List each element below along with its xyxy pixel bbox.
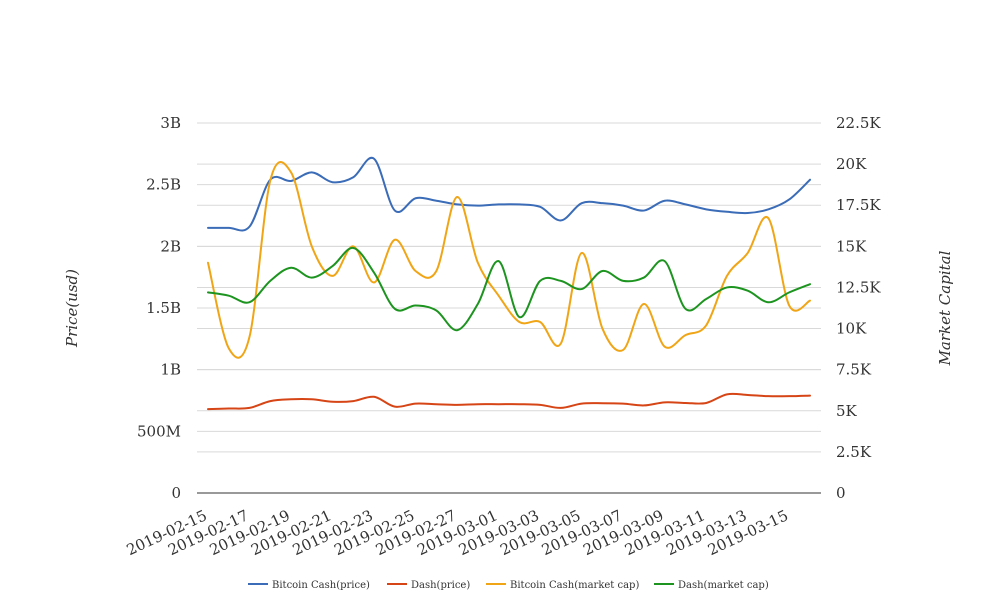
left-tick-label: 1B <box>160 361 181 379</box>
left-tick-label: 1.5B <box>146 299 181 317</box>
right-tick-label: 7.5K <box>836 361 872 379</box>
left-tick-label: 0 <box>171 484 181 502</box>
series-line-bitcoin-cash-market-cap <box>207 161 811 359</box>
right-tick-label: 5K <box>836 402 858 420</box>
right-axis-ticks: 0 2.5K 5K 7.5K 10K 12.5K 15K 17.5K 20K 22.5K <box>836 114 881 502</box>
right-axis-title: Market Capital <box>936 250 954 366</box>
right-tick-label: 22.5K <box>836 114 881 132</box>
legend-label: Bitcoin Cash(market cap) <box>510 580 639 591</box>
right-tick-label: 15K <box>836 237 867 255</box>
left-tick-label: 3B <box>160 114 181 132</box>
series-line-dash-market-cap <box>207 246 811 332</box>
legend-label: Bitcoin Cash(price) <box>272 580 370 591</box>
right-tick-label: 20K <box>836 155 867 173</box>
right-tick-label: 12.5K <box>836 278 881 296</box>
right-tick-label: 0 <box>836 484 846 502</box>
left-axis-ticks: 0 500M 1B 1.5B 2B 2.5B 3B <box>137 114 181 502</box>
legend-label: Dash(market cap) <box>678 580 769 591</box>
legend-label: Dash(price) <box>411 580 470 591</box>
left-tick-label: 2.5B <box>146 176 181 194</box>
right-tick-label: 2.5K <box>836 443 872 461</box>
series-line-dash-price <box>207 392 811 411</box>
right-tick-label: 10K <box>836 320 867 338</box>
gridlines <box>197 122 821 453</box>
x-axis-ticks: 2019-02-152019-02-172019-02-192019-02-21… <box>124 506 791 559</box>
left-tick-label: 500M <box>137 422 181 440</box>
left-axis-title: Price(usd) <box>63 269 81 348</box>
right-tick-label: 17.5K <box>836 196 881 214</box>
series-lines <box>207 156 811 411</box>
series-line-bitcoin-cash-price <box>207 156 811 232</box>
left-tick-label: 2B <box>160 237 181 255</box>
legend: Bitcoin Cash(price) Dash(price) Bitcoin Ca… <box>248 580 769 591</box>
